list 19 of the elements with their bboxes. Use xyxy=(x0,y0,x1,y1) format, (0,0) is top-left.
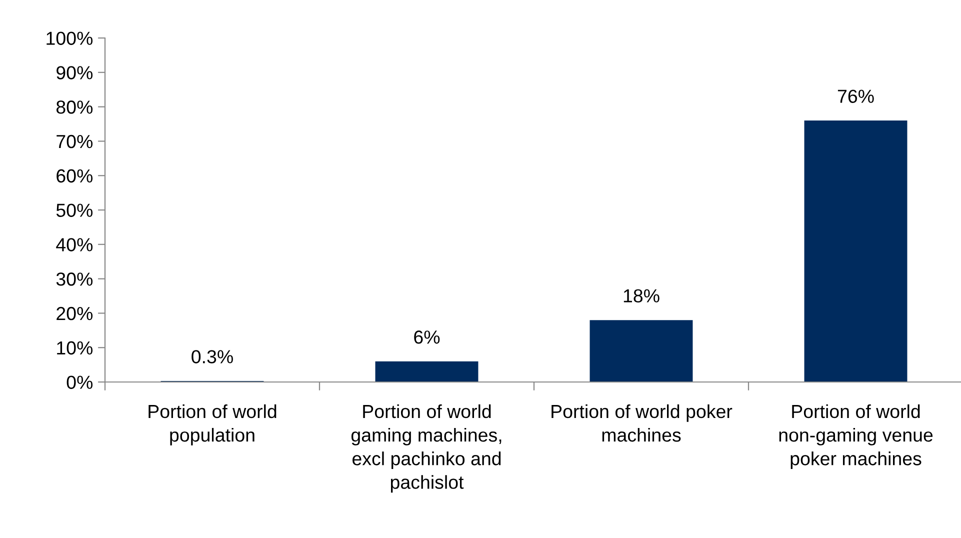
y-tick-label: 50% xyxy=(56,204,93,217)
data-label: 0.3% xyxy=(192,350,233,364)
y-tick-label: 10% xyxy=(57,341,93,355)
y-tick-label: 90% xyxy=(56,66,93,80)
y-tick-label: 40% xyxy=(56,238,93,252)
x-tick-label: Portion of world population xyxy=(148,404,276,446)
y-tick-label: 80% xyxy=(56,100,93,114)
y-tick-label: 100% xyxy=(46,32,93,45)
y-tick-label: 20% xyxy=(56,306,93,320)
data-label: 76% xyxy=(838,90,874,103)
y-tick-label: 60% xyxy=(56,169,93,183)
y-tick-label: 30% xyxy=(56,272,93,286)
data-label: 6% xyxy=(414,330,440,344)
y-tick-label: 70% xyxy=(56,134,93,148)
x-tick-label: Portion of world gaming machines, excl pachinko and pachislot xyxy=(351,404,502,493)
data-label: 18% xyxy=(624,289,660,302)
x-tick-label: Portion of world non-gaming venue poker machines xyxy=(779,404,933,470)
y-tick-label: 0% xyxy=(66,376,93,389)
x-tick-label: Portion of world poker machines xyxy=(552,404,732,442)
